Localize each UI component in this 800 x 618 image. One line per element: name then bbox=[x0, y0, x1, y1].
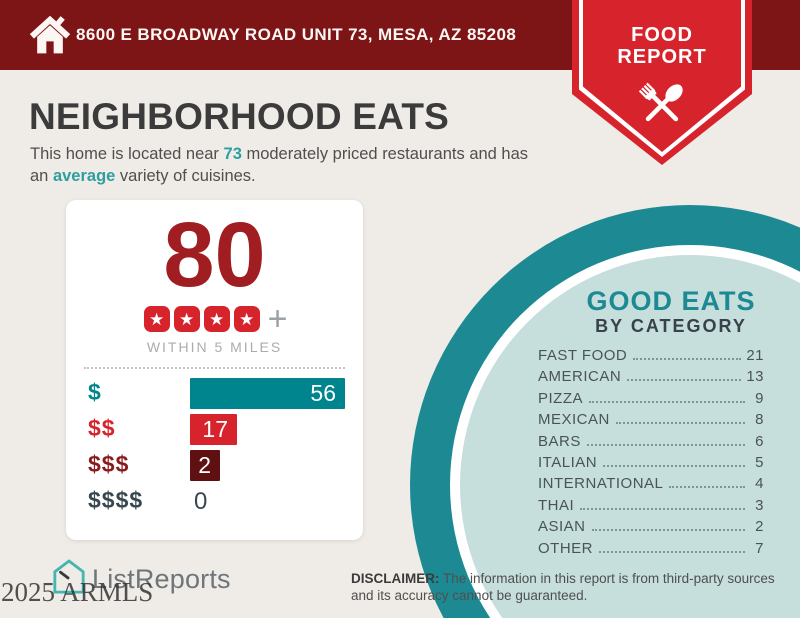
price-bar: 2 bbox=[190, 450, 220, 481]
category-list: FAST FOOD 21 AMERICAN 13 PIZZA 9 MEXICAN 8 BARS 6… bbox=[538, 347, 764, 561]
subtitle-part2: moderately priced restaurants and has an bbox=[30, 145, 529, 185]
category-label: BARS bbox=[538, 432, 581, 450]
price-row: $$ 17 bbox=[66, 412, 363, 448]
price-bar-zero-value: 0 bbox=[194, 488, 208, 515]
category-label: PIZZA bbox=[538, 389, 584, 407]
price-tier-label: $$$ bbox=[88, 451, 130, 477]
dotted-leader bbox=[615, 422, 745, 425]
category-row: FAST FOOD 21 bbox=[538, 347, 764, 368]
score-card: 80 ★ ★ ★ ★ + WITHIN 5 MILES $56 $$ 17 $$$ 2 $… bbox=[66, 200, 363, 540]
category-value: 8 bbox=[755, 411, 764, 429]
badge-line1: FOOD bbox=[631, 24, 693, 46]
food-score: 80 bbox=[163, 204, 266, 306]
home-icon bbox=[28, 12, 72, 63]
dotted-leader bbox=[599, 550, 745, 553]
star-icon: ★ bbox=[203, 306, 230, 332]
category-row: INTERNATIONAL 4 bbox=[538, 475, 764, 496]
category-value: 2 bbox=[755, 518, 764, 536]
category-row: THAI 3 bbox=[538, 497, 764, 518]
category-label: INTERNATIONAL bbox=[538, 475, 664, 493]
category-value: 9 bbox=[755, 389, 764, 407]
category-value: 4 bbox=[755, 475, 764, 493]
price-bar: 17 bbox=[190, 414, 237, 445]
category-label: THAI bbox=[538, 496, 575, 514]
page-title: NEIGHBORHOOD EATS bbox=[29, 96, 450, 137]
dotted-leader bbox=[633, 358, 742, 360]
category-row: BARS 6 bbox=[538, 433, 764, 454]
category-row: OTHER 7 bbox=[538, 540, 764, 561]
category-row: ASIAN 2 bbox=[538, 518, 764, 539]
variety-rating: average bbox=[52, 166, 116, 185]
food-report-badge: FOOD REPORT bbox=[572, 0, 752, 165]
disclaimer-label: DISCLAIMER: bbox=[351, 571, 440, 586]
category-label: AMERICAN bbox=[538, 368, 622, 386]
good-eats-title: GOOD EATS bbox=[586, 286, 756, 316]
category-value: 3 bbox=[755, 496, 764, 514]
price-bar: 56 bbox=[190, 378, 345, 409]
category-label: ASIAN bbox=[538, 518, 586, 536]
category-value: 21 bbox=[746, 347, 764, 364]
dotted-leader bbox=[627, 379, 742, 382]
badge-line2: REPORT bbox=[617, 46, 707, 68]
dotted-leader bbox=[580, 507, 745, 510]
good-eats-subtitle: BY CATEGORY bbox=[595, 316, 747, 336]
subtitle-part1: This home is located near bbox=[30, 145, 224, 163]
price-row: $56 bbox=[66, 376, 363, 412]
dotted-leader bbox=[589, 400, 745, 403]
disclaimer-text: The information in this report is from t… bbox=[351, 571, 775, 603]
star-icon: ★ bbox=[233, 306, 260, 332]
subtitle-part3: variety of cuisines. bbox=[115, 166, 256, 185]
price-row: $$$ 2 bbox=[66, 448, 363, 484]
category-label: FAST FOOD bbox=[538, 347, 628, 364]
armls-watermark: 2025 ARMLS bbox=[1, 577, 154, 607]
radius-label: WITHIN 5 MILES bbox=[146, 339, 283, 355]
listreports-house-icon bbox=[52, 558, 86, 601]
restaurant-count: 73 bbox=[223, 145, 242, 163]
star-rating: ★ ★ ★ ★ + bbox=[66, 300, 363, 338]
category-row: PIZZA 9 bbox=[538, 390, 764, 411]
category-label: OTHER bbox=[538, 539, 593, 557]
category-value: 6 bbox=[755, 432, 764, 450]
star-icon: ★ bbox=[173, 306, 200, 332]
price-tier-label: $$$$ bbox=[88, 487, 144, 513]
price-tier-chart: $56 $$ 17 $$$ 2 $$$$ 0 bbox=[66, 376, 363, 520]
star-icon: ★ bbox=[143, 306, 170, 332]
dotted-divider bbox=[84, 367, 345, 369]
disclaimer: DISCLAIMER: The information in this repo… bbox=[351, 570, 793, 604]
price-row: $$$$ 0 bbox=[66, 484, 363, 520]
dotted-leader bbox=[603, 464, 745, 467]
listreports-logo: ListReports bbox=[52, 558, 231, 601]
badge-title: FOOD REPORT bbox=[572, 24, 752, 68]
price-tier-label: $ bbox=[88, 379, 102, 405]
category-row: ITALIAN 5 bbox=[538, 454, 764, 475]
category-row: MEXICAN 8 bbox=[538, 411, 764, 432]
price-tier-label: $$ bbox=[88, 415, 116, 441]
subtitle: This home is located near 73 moderately … bbox=[30, 144, 542, 187]
dotted-leader bbox=[586, 443, 745, 446]
category-value: 7 bbox=[755, 539, 764, 557]
plus-icon: + bbox=[267, 300, 288, 338]
category-row: AMERICAN 13 bbox=[538, 368, 764, 389]
category-label: MEXICAN bbox=[538, 411, 610, 429]
dotted-leader bbox=[669, 486, 745, 489]
logo-text: ListReports bbox=[92, 564, 231, 594]
property-address: 8600 E BROADWAY ROAD UNIT 73, MESA, AZ 8… bbox=[76, 25, 517, 44]
category-value: 13 bbox=[746, 368, 764, 386]
category-label: ITALIAN bbox=[538, 453, 598, 471]
category-value: 5 bbox=[755, 453, 764, 471]
dotted-leader bbox=[591, 529, 745, 532]
spoon-fork-icon bbox=[632, 74, 692, 141]
